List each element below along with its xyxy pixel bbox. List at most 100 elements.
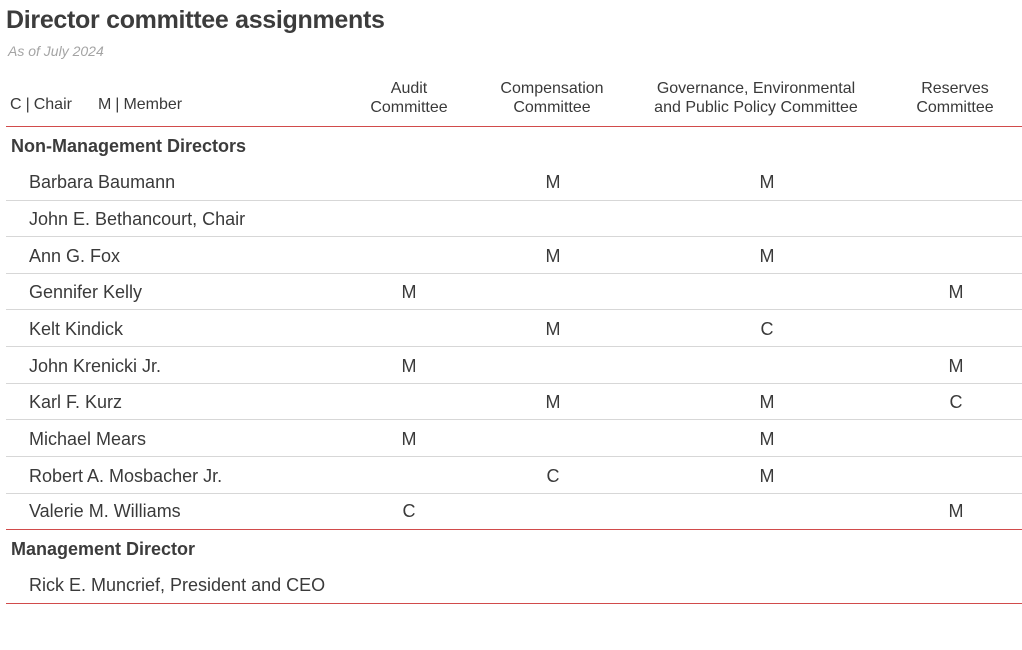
assignment-cell: M	[759, 465, 775, 486]
table-row: Karl F. Kurz M M C	[6, 384, 1022, 420]
assignment-cell: M	[948, 355, 964, 376]
assignment-cell	[926, 238, 986, 274]
assignment-cell: M	[759, 171, 775, 192]
assignment-cell	[926, 311, 986, 347]
assignment-cell	[379, 311, 439, 347]
assignment-cell: M	[759, 428, 775, 449]
assignment-cell	[926, 201, 986, 237]
row-divider	[6, 419, 1022, 420]
header-divider	[6, 126, 1022, 127]
table-row: Rick E. Muncrief, President and CEO	[6, 567, 1022, 603]
assignment-cell	[379, 384, 439, 420]
director-name: Barbara Baumann	[29, 171, 176, 192]
column-header-governance: Governance, Environmental and Public Pol…	[637, 79, 875, 117]
assignment-cell: M	[545, 171, 561, 192]
assignment-cell	[737, 348, 797, 384]
column-header-line: Compensation	[500, 80, 604, 97]
page-title: Director committee assignments	[6, 6, 385, 34]
table-row: Valerie M. Williams C M	[6, 493, 1022, 529]
director-name: Robert A. Mosbacher Jr.	[29, 465, 223, 486]
assignment-cell	[737, 201, 797, 237]
assignment-cell	[379, 201, 439, 237]
assignment-cell: C	[760, 318, 774, 339]
section-divider	[6, 529, 1022, 530]
assignment-cell	[379, 458, 439, 494]
assignment-cell	[926, 458, 986, 494]
director-name: Kelt Kindick	[29, 318, 124, 339]
assignment-cell: M	[759, 245, 775, 266]
assignment-cell	[523, 567, 583, 603]
column-header-line: and Public Policy Committee	[654, 99, 858, 116]
assignment-cell: M	[545, 318, 561, 339]
row-divider	[6, 456, 1022, 457]
legend-chair-code: C	[10, 96, 22, 113]
assignment-cell: M	[401, 281, 417, 302]
column-header-audit: Audit Committee	[349, 79, 469, 117]
row-divider	[6, 493, 1022, 494]
assignment-cell: C	[546, 465, 560, 486]
assignment-cell: M	[545, 391, 561, 412]
table-row: Michael Mears M M	[6, 421, 1022, 457]
row-divider	[6, 346, 1022, 347]
assignment-cell	[737, 567, 797, 603]
row-divider	[6, 309, 1022, 310]
row-divider	[6, 236, 1022, 237]
director-name: Karl F. Kurz	[29, 391, 123, 412]
table-row: Robert A. Mosbacher Jr. C M	[6, 458, 1022, 494]
assignment-cell	[926, 567, 986, 603]
table-row: John Krenicki Jr. M M	[6, 348, 1022, 384]
row-divider	[6, 383, 1022, 384]
assignment-cell: M	[545, 245, 561, 266]
assignment-cell	[379, 164, 439, 200]
section-heading-non-management: Non-Management Directors	[11, 136, 247, 156]
as-of-date: As of July 2024	[8, 43, 104, 59]
assignment-cell	[379, 238, 439, 274]
assignment-cell	[737, 493, 797, 529]
assignment-cell	[737, 274, 797, 310]
director-name: John E. Bethancourt, Chair	[29, 208, 246, 229]
director-name: Michael Mears	[29, 428, 147, 449]
table-row: Kelt Kindick M C	[6, 311, 1022, 347]
legend-separator: |	[25, 96, 30, 113]
director-name: Ann G. Fox	[29, 245, 121, 266]
legend-member-label: Member	[123, 96, 183, 113]
legend-separator: |	[115, 96, 120, 113]
assignment-cell: M	[948, 500, 964, 521]
legend: C | Chair M | Member	[10, 96, 182, 114]
legend-chair-label: Chair	[33, 96, 72, 113]
column-header-line: Reserves	[921, 80, 989, 97]
assignment-cell	[523, 421, 583, 457]
column-header-line: Committee	[916, 99, 994, 116]
column-header-line: Audit	[390, 80, 428, 97]
assignment-cell	[926, 164, 986, 200]
assignment-cell	[523, 348, 583, 384]
table-row: Gennifer Kelly M M	[6, 274, 1022, 310]
legend-member-code: M	[97, 96, 112, 113]
assignment-cell: C	[402, 500, 416, 521]
section-heading-management: Management Director	[11, 539, 196, 559]
column-header-line: Governance, Environmental	[656, 80, 856, 97]
director-name: John Krenicki Jr.	[29, 355, 162, 376]
assignment-cell: C	[949, 391, 963, 412]
column-header-line: Committee	[513, 99, 591, 116]
director-name: Gennifer Kelly	[29, 281, 143, 302]
assignment-cell	[926, 421, 986, 457]
section-divider	[6, 603, 1022, 604]
assignment-cell: M	[401, 428, 417, 449]
table-row: Barbara Baumann M M	[6, 164, 1022, 200]
assignment-cell: M	[759, 391, 775, 412]
assignment-cell	[523, 274, 583, 310]
table-row: John E. Bethancourt, Chair	[6, 201, 1022, 237]
column-header-compensation: Compensation Committee	[477, 79, 627, 117]
assignment-cell	[523, 493, 583, 529]
assignment-cell	[523, 201, 583, 237]
assignment-cell: M	[948, 281, 964, 302]
assignment-cell: M	[401, 355, 417, 376]
table-row: Ann G. Fox M M	[6, 238, 1022, 274]
assignment-cell	[379, 567, 439, 603]
director-name: Rick E. Muncrief, President and CEO	[29, 574, 326, 595]
column-header-reserves: Reserves Committee	[895, 79, 1015, 117]
column-header-line: Committee	[370, 99, 448, 116]
director-name: Valerie M. Williams	[29, 500, 181, 521]
row-divider	[6, 273, 1022, 274]
